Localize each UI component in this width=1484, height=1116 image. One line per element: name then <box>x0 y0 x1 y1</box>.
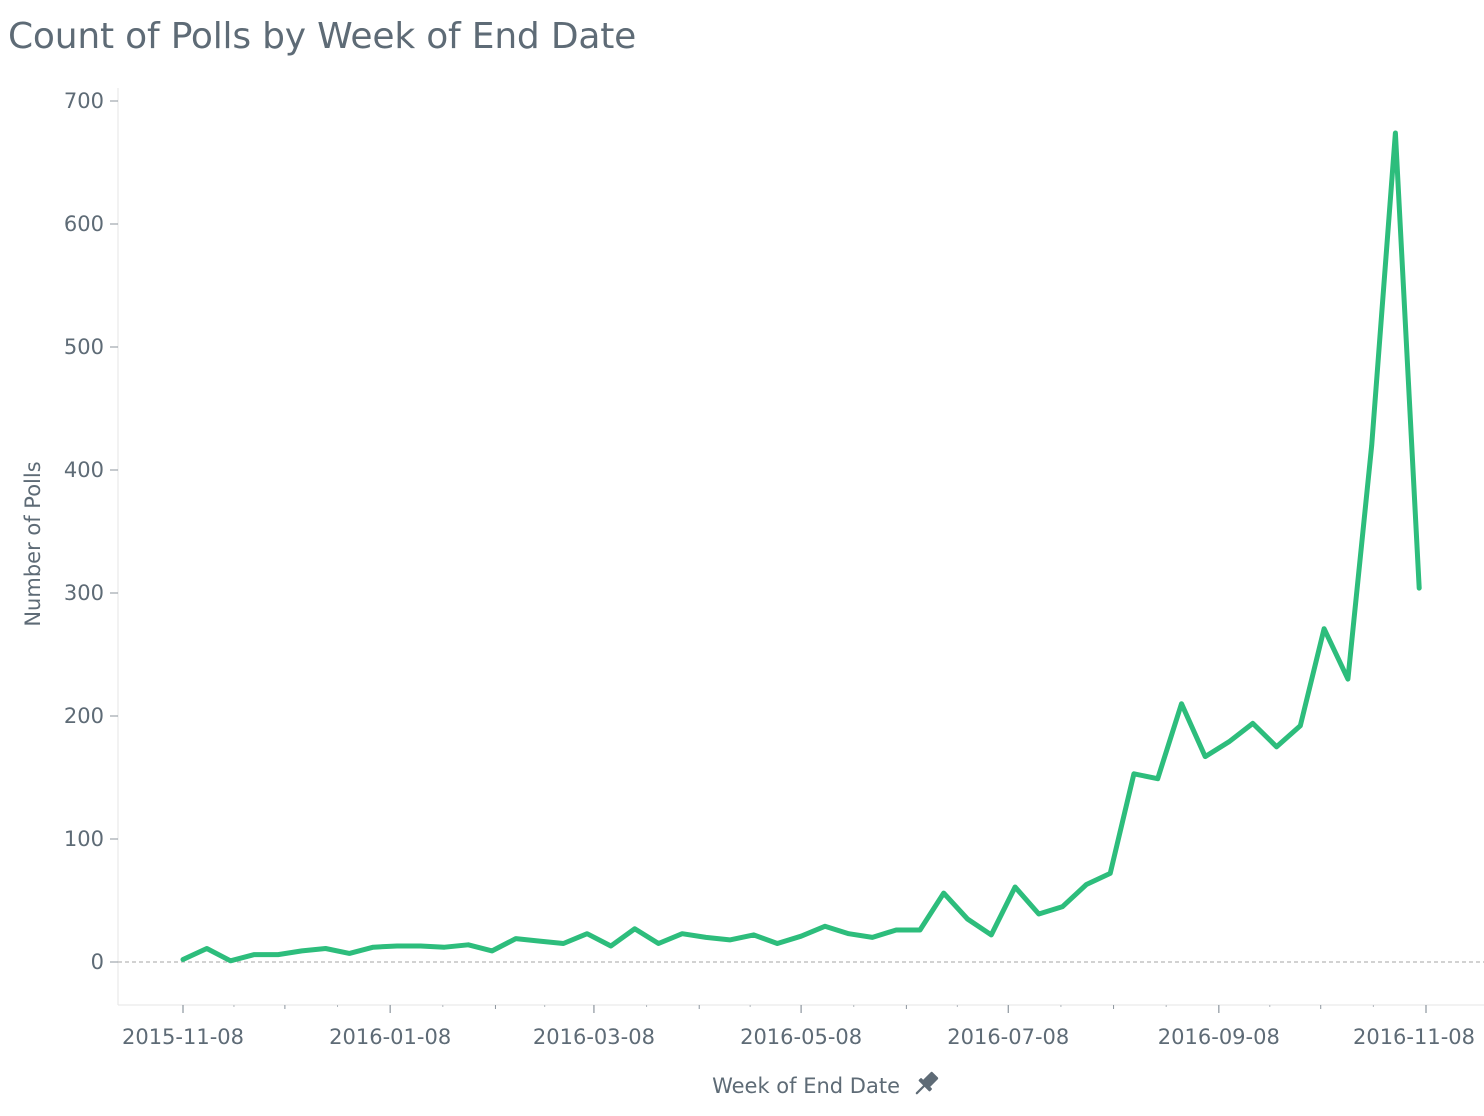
y-tick-label: 200 <box>64 704 104 728</box>
pin-icon[interactable] <box>911 1069 941 1099</box>
x-axis-ticks: 2015-11-08 2016-01-08 2016-03-08 2016-05-08… <box>122 1005 1475 1049</box>
x-axis-title: Week of End Date <box>712 1074 900 1098</box>
y-tick-label: 400 <box>64 458 104 482</box>
x-tick-label: 2016-07-08 <box>947 1025 1069 1049</box>
y-tick-label: 0 <box>91 950 104 974</box>
x-tick-label: 2016-01-08 <box>329 1025 451 1049</box>
x-tick-label: 2016-11-08 <box>1353 1025 1475 1049</box>
y-axis-title: Number of Polls <box>21 461 45 626</box>
y-tick-label: 700 <box>64 89 104 113</box>
chart-title: Count of Polls by Week of End Date <box>8 16 637 57</box>
x-tick-label: 2016-09-08 <box>1158 1025 1280 1049</box>
x-tick-label: 2016-03-08 <box>533 1025 655 1049</box>
x-axis-minor-ticks <box>233 1005 1374 1009</box>
y-tick-label: 600 <box>64 212 104 236</box>
y-axis-ticks: 0 100 200 300 400 500 600 700 <box>64 89 118 974</box>
y-tick-label: 300 <box>64 581 104 605</box>
y-tick-label: 500 <box>64 335 104 359</box>
x-tick-label: 2016-05-08 <box>740 1025 862 1049</box>
axes <box>117 88 1484 1006</box>
y-tick-label: 100 <box>64 827 104 851</box>
x-tick-label: 2015-11-08 <box>122 1025 244 1049</box>
series-line <box>180 130 1422 964</box>
